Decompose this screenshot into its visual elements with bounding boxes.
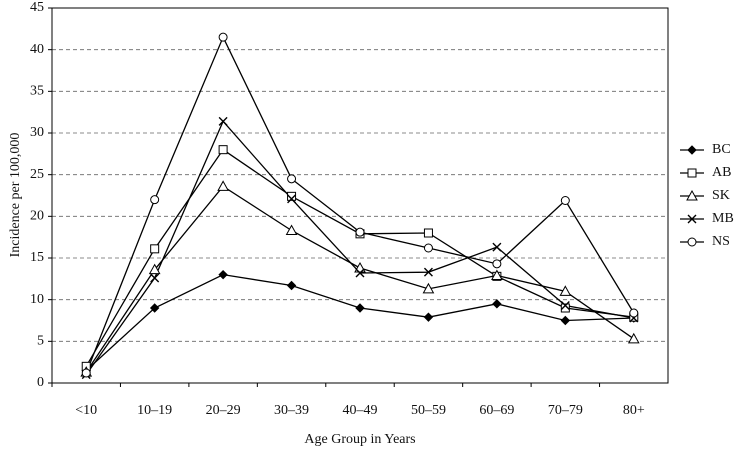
x-tick-label: 10–19 <box>137 403 172 418</box>
x-tick-label: 20–29 <box>206 403 241 418</box>
legend-label: MB <box>712 211 734 226</box>
y-tick-label: 25 <box>30 167 44 182</box>
marker <box>423 267 433 277</box>
marker <box>686 189 698 201</box>
marker <box>492 259 502 269</box>
x-tick-label: 50–59 <box>411 403 446 418</box>
y-tick-label: 10 <box>30 292 44 307</box>
marker <box>423 228 433 238</box>
x-tick-label: 60–69 <box>479 403 514 418</box>
marker <box>150 244 160 254</box>
x-tick-label: 40–49 <box>343 403 378 418</box>
marker <box>150 195 160 205</box>
marker <box>560 196 570 205</box>
marker <box>560 303 570 313</box>
x-tick-label: 80+ <box>623 403 645 418</box>
marker <box>423 312 434 322</box>
marker <box>287 174 297 184</box>
x-axis-label: Age Group in Years <box>304 432 415 447</box>
legend-label: SK <box>712 188 730 203</box>
marker <box>559 285 572 296</box>
marker <box>285 224 298 235</box>
marker <box>218 145 228 155</box>
marker <box>150 273 160 283</box>
y-tick-label: 20 <box>30 209 44 224</box>
y-tick-label: 45 <box>30 0 44 15</box>
marker <box>491 269 503 280</box>
marker <box>355 303 365 313</box>
legend-label: NS <box>712 234 730 249</box>
x-tick-label: 30–39 <box>274 403 309 418</box>
marker <box>687 237 697 247</box>
y-tick-label: 40 <box>30 42 44 57</box>
marker <box>560 315 571 326</box>
marker <box>354 261 366 273</box>
marker <box>629 308 639 318</box>
marker <box>149 303 160 313</box>
marker <box>492 299 502 309</box>
marker <box>687 214 697 224</box>
marker <box>687 145 697 155</box>
marker <box>218 116 228 126</box>
marker <box>627 332 640 344</box>
marker <box>148 263 161 275</box>
y-tick-label: 5 <box>37 334 44 349</box>
y-tick-label: 35 <box>30 84 44 99</box>
legend-label: AB <box>712 165 731 180</box>
marker <box>218 269 228 280</box>
legend-label: BC <box>712 142 731 157</box>
series-line <box>85 120 634 376</box>
marker <box>687 168 697 178</box>
marker <box>560 301 570 310</box>
series-line <box>85 35 635 374</box>
marker <box>423 243 433 253</box>
marker <box>355 227 365 237</box>
marker <box>286 280 297 291</box>
marker <box>218 32 228 42</box>
y-tick-label: 0 <box>37 375 44 390</box>
marker <box>492 242 502 252</box>
marker <box>81 368 91 378</box>
y-tick-label: 15 <box>30 250 44 265</box>
y-axis-label: Incidence per 100,000 <box>8 133 23 258</box>
x-tick-label: 70–79 <box>548 403 583 418</box>
y-tick-label: 30 <box>30 125 44 140</box>
series-line <box>85 273 634 371</box>
marker <box>287 191 297 201</box>
series-line <box>85 185 635 373</box>
marker <box>217 180 229 191</box>
marker <box>355 268 365 278</box>
plot-frame <box>51 7 669 384</box>
marker <box>287 194 297 204</box>
x-tick-label: <10 <box>75 403 97 418</box>
marker <box>422 282 435 294</box>
